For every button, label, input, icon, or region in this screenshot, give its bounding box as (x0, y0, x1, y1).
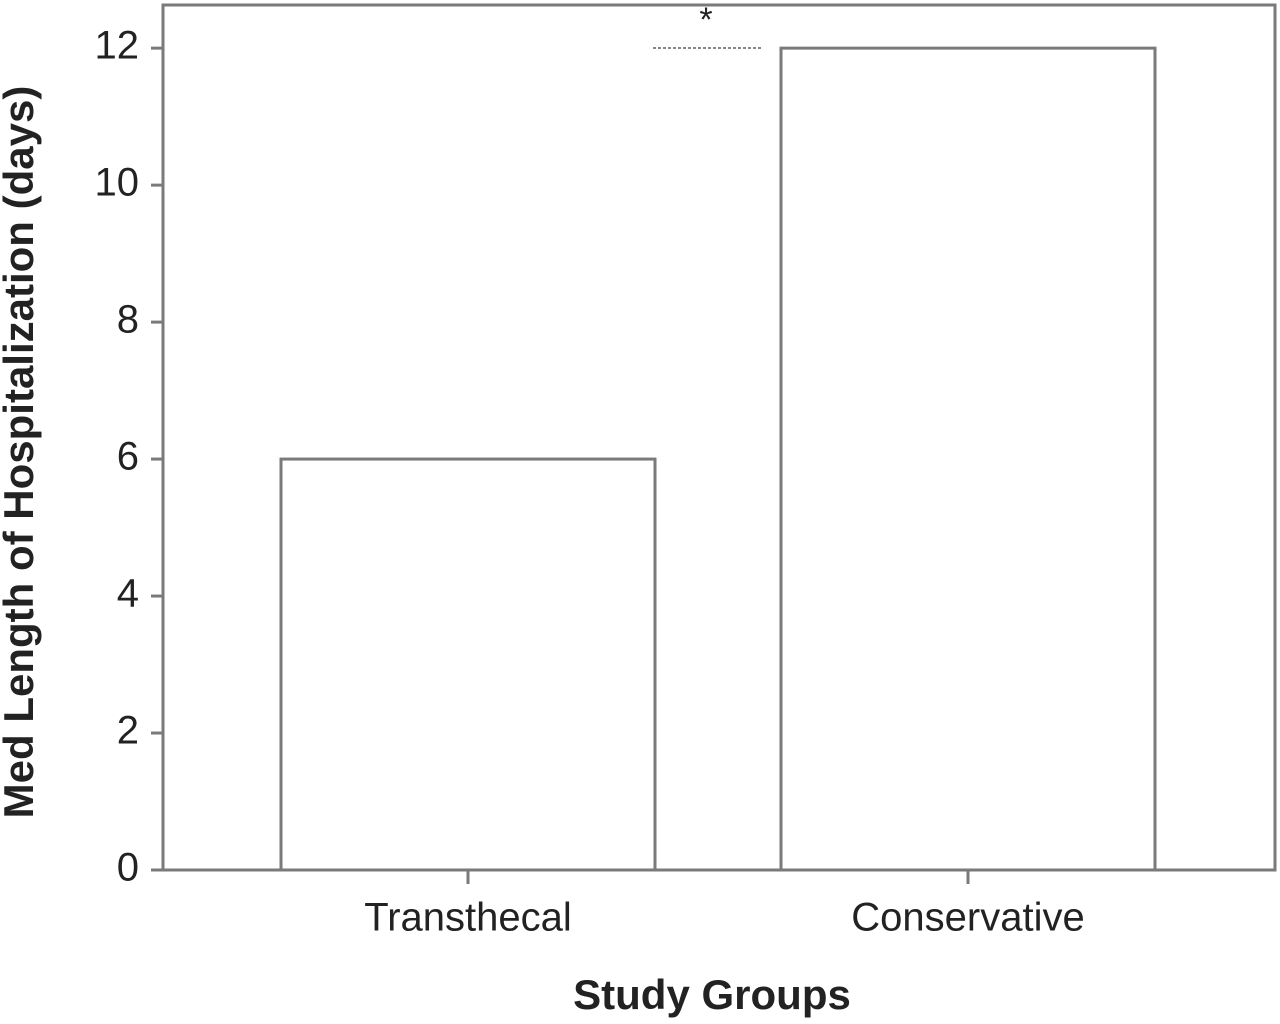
x-axis-title: Study Groups (573, 971, 851, 1018)
y-axis-title: Med Length of Hospitalization (days) (0, 86, 42, 819)
plot-frame (161, 3, 1277, 872)
y-tick-label: 6 (117, 435, 139, 479)
y-tick-label: 2 (117, 709, 139, 753)
x-tick-label: Transthecal (364, 896, 572, 940)
annotation: * (699, 1, 712, 39)
bar (279, 457, 657, 872)
y-tick-label: 4 (117, 572, 139, 616)
y-tick-label: 10 (95, 161, 140, 205)
bar (779, 46, 1157, 872)
y-tick-label: 8 (117, 298, 139, 342)
x-tick-label: Conservative (851, 896, 1084, 940)
y-tick-label: 0 (117, 846, 139, 890)
y-tick-label: 12 (95, 24, 140, 68)
